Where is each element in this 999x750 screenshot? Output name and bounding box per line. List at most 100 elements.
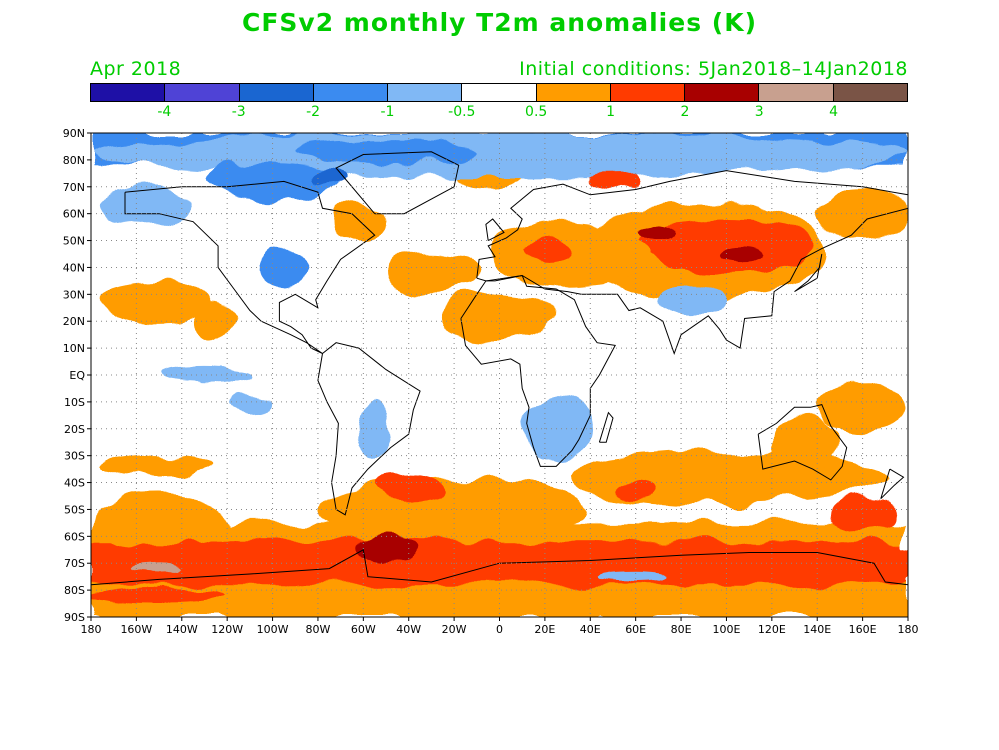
latitude-label: 30N [63,288,85,301]
colorbar-cell [759,84,834,101]
anomaly-region [102,280,216,324]
latitude-label: 60S [64,530,85,543]
colorbar-cell [165,84,240,101]
anomaly-region [159,366,250,384]
latitude-label: 50S [64,503,85,516]
longitude-label: 140E [803,623,831,636]
coastline [460,274,616,467]
latitude-axis: 90N 80N 70N 60N 50N 40N 30N 20N 10N EQ 10S 20S 30S 40… [63,127,91,624]
anomaly-region [354,539,418,561]
longitude-label: 60E [625,623,646,636]
anomaly-region [839,541,908,585]
anomaly-region [658,286,727,314]
latitude-label: 20S [64,423,85,436]
longitude-label: 80W [306,623,331,636]
colorbar-cell [833,84,907,101]
latitude-label: 70S [64,557,85,570]
anomaly-region [311,167,348,185]
longitude-label: 160W [120,623,152,636]
colorbar-cell [610,84,686,101]
longitude-label: 140W [166,623,198,636]
colorbar-cell [685,84,760,101]
latitude-label: 30S [64,450,85,463]
latitude-label: 80S [64,584,85,597]
latitude-label: EQ [69,369,85,382]
colorbar-cell [313,84,389,101]
anomaly-region [227,393,273,410]
colorbar-tick-label: 0.5 [525,104,548,120]
anomaly-region [317,477,591,542]
colorbar-cell [239,84,314,101]
coastline [598,411,614,443]
colorbar-cell [536,84,611,101]
coastline [317,342,421,516]
anomaly-region [204,162,341,201]
latitude-label: 20N [63,315,85,328]
longitude-label: 120E [758,623,786,636]
longitude-label: 40E [580,623,601,636]
latitude-label: 80N [63,154,85,167]
colorbar-tick-label: -0.5 [448,104,476,120]
anomaly-region [721,245,768,263]
colorbar-tick-label: 4 [829,104,839,120]
chart-title: CFSv2 monthly T2m anomalies (K) [241,8,758,37]
anomaly-region [91,587,228,604]
anomaly-region [331,202,387,241]
coastline [757,404,848,481]
latitude-label: 70N [63,181,85,194]
anomaly-region [386,251,477,295]
anomaly-region [136,563,182,574]
anomaly-region [488,221,648,287]
colorbar [90,83,908,102]
coastline [476,170,908,355]
longitude-label: 180 [81,623,102,636]
grid-lines [91,133,908,617]
anomaly-region [91,133,908,177]
longitude-label: 60W [351,623,376,636]
anomaly-region [828,498,897,531]
latitude-label: 40S [64,477,85,490]
initial-conditions: Initial conditions: 5Jan2018–14Jan2018 [519,58,908,80]
longitude-label: 80E [671,623,692,636]
colorbar-cell [388,84,463,101]
anomaly-region [635,219,818,273]
longitude-label: 100E [712,623,740,636]
latitude-label: 10N [63,342,85,355]
anomaly-region [374,474,443,502]
longitude-label: 20W [442,623,467,636]
longitude-label: 160E [849,623,877,636]
anomaly-region [102,452,216,475]
anomaly-region [91,496,228,550]
longitude-label: 20E [534,623,555,636]
longitude-label: 100W [257,623,289,636]
colorbar-tick-label: 3 [754,104,764,120]
longitude-label: 180 [898,623,919,636]
colorbar-tick-label: 2 [680,104,690,120]
longitude-axis: 180 160W 140W 120W 100W 80W 60W 40W 20W 0 20E 40E 60… [81,617,919,636]
longitude-label: 0 [496,623,503,636]
coastline [794,253,823,293]
anomaly-region [91,541,228,574]
anomaly-region [295,141,477,163]
anomaly-region [640,224,677,241]
coastline [335,151,460,215]
colorbar-tick-label: -4 [157,104,172,120]
latitude-label: 90S [64,611,85,624]
colorbar-tick-label: -3 [231,104,246,120]
colorbar-cell [91,84,166,101]
latitude-label: 40N [63,261,85,274]
latitude-label: 90N [63,127,85,140]
colorbar-tick-label: -2 [306,104,321,120]
forecast-month: Apr 2018 [90,58,182,80]
anomaly-region [612,479,659,496]
coastline [124,180,376,354]
latitude-label: 10S [64,396,85,409]
colorbar-tick-label: -1 [380,104,395,120]
coastline [485,218,505,242]
anomaly-region [817,385,908,429]
longitude-label: 40W [396,623,421,636]
anomaly-region [256,248,312,287]
coastline [880,468,905,500]
latitude-label: 60N [63,208,85,221]
